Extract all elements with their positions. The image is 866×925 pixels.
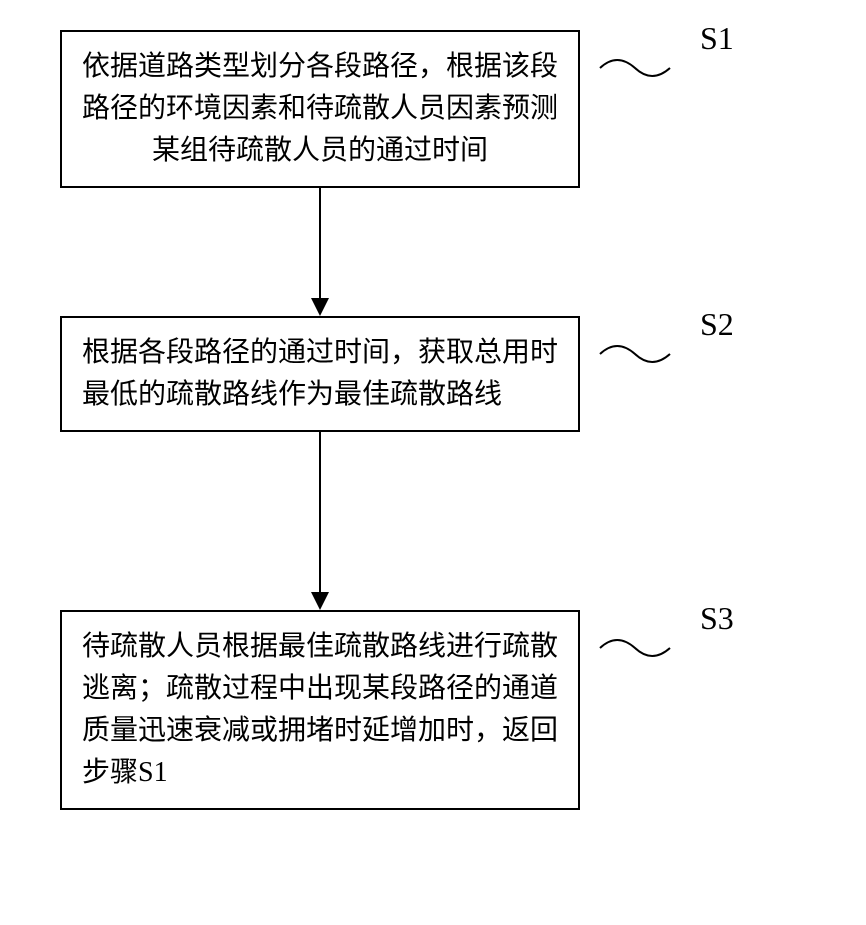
step-s1-label: S1 bbox=[700, 20, 734, 57]
arrow-line-1 bbox=[319, 188, 321, 298]
step-s2-text: 根据各段路径的通过时间，获取总用时最低的疏散路线作为最佳疏散路线 bbox=[82, 337, 558, 410]
step-s3-text: 待疏散人员根据最佳疏散路线进行疏散逃离；疏散过程中出现某段路径的通道质量迅速衰减… bbox=[82, 631, 558, 788]
label-curve-s1 bbox=[600, 48, 680, 88]
connector-s2-s3 bbox=[60, 432, 580, 610]
connector-s1-s2 bbox=[60, 188, 580, 316]
step-s3-box: 待疏散人员根据最佳疏散路线进行疏散逃离；疏散过程中出现某段路径的通道质量迅速衰减… bbox=[60, 610, 580, 810]
step-s1-wrap: 依据道路类型划分各段路径，根据该段路径的环境因素和待疏散人员因素预测某组待疏散人… bbox=[60, 30, 810, 188]
step-s2-box: 根据各段路径的通过时间，获取总用时最低的疏散路线作为最佳疏散路线 bbox=[60, 316, 580, 432]
label-curve-s3 bbox=[600, 628, 680, 668]
step-s3-label: S3 bbox=[700, 600, 734, 637]
arrow-line-2 bbox=[319, 432, 321, 592]
flowchart-container: 依据道路类型划分各段路径，根据该段路径的环境因素和待疏散人员因素预测某组待疏散人… bbox=[60, 30, 810, 810]
arrow-head-2 bbox=[311, 592, 329, 610]
step-s1-box: 依据道路类型划分各段路径，根据该段路径的环境因素和待疏散人员因素预测某组待疏散人… bbox=[60, 30, 580, 188]
step-s3-wrap: 待疏散人员根据最佳疏散路线进行疏散逃离；疏散过程中出现某段路径的通道质量迅速衰减… bbox=[60, 610, 810, 810]
step-s2-wrap: 根据各段路径的通过时间，获取总用时最低的疏散路线作为最佳疏散路线 S2 bbox=[60, 316, 810, 432]
arrow-head-1 bbox=[311, 298, 329, 316]
step-s2-label: S2 bbox=[700, 306, 734, 343]
step-s1-text: 依据道路类型划分各段路径，根据该段路径的环境因素和待疏散人员因素预测某组待疏散人… bbox=[82, 51, 558, 166]
label-curve-s2 bbox=[600, 334, 680, 374]
